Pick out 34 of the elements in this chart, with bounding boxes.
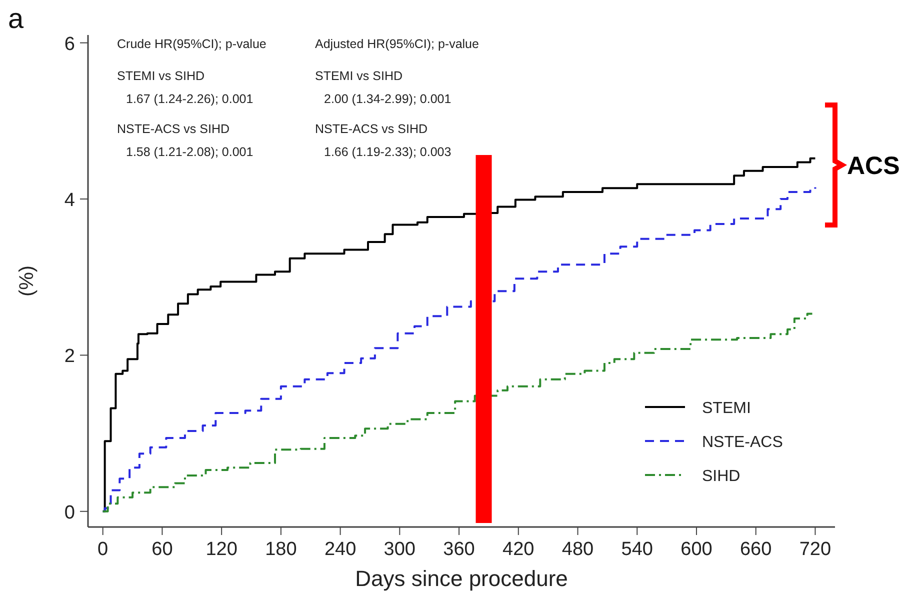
annotation: NSTE-ACS vs SIHD: [117, 122, 230, 136]
x-tick-label: 360: [443, 539, 475, 560]
text: a: [8, 3, 24, 34]
y-axis-title: (%): [16, 265, 38, 297]
y-tick-label: 2: [64, 346, 75, 368]
annotation: Crude HR(95%CI); p-value: [117, 37, 266, 51]
x-tick-label: 480: [562, 539, 594, 560]
y-tick-label: 6: [64, 34, 75, 55]
x-tick-label: 0: [98, 539, 108, 560]
text: ACS: [847, 152, 900, 180]
x-tick-label: 540: [621, 539, 653, 560]
x-tick-label: 120: [206, 539, 238, 560]
annotation: NSTE-ACS vs SIHD: [315, 122, 428, 136]
legend-label: SIHD: [702, 468, 740, 485]
annotation: 2.00 (1.34-2.99); 0.001: [324, 92, 452, 106]
annotation: STEMI vs SIHD: [315, 69, 403, 83]
x-tick-label: 240: [324, 539, 356, 560]
x-tick-label: 600: [680, 539, 712, 560]
x-tick-label: 420: [502, 539, 534, 560]
x-axis-title: Days since procedure: [355, 566, 568, 591]
x-tick-label: 660: [740, 539, 772, 560]
annotation: STEMI vs SIHD: [117, 69, 205, 83]
annotation: 1.67 (1.24-2.26); 0.001: [126, 92, 254, 106]
annotation: 1.58 (1.21-2.08); 0.001: [126, 145, 254, 159]
x-tick-label: 720: [799, 539, 832, 560]
x-tick-label: 180: [265, 539, 297, 560]
legend-label: STEMI: [702, 400, 751, 417]
annotation: Adjusted HR(95%CI); p-value: [315, 37, 480, 51]
y-tick-label: 4: [64, 190, 76, 211]
legend-label: NSTE-ACS: [702, 434, 783, 451]
x-tick-label: 60: [152, 539, 173, 560]
annotation: 1.66 (1.19-2.33); 0.003: [324, 145, 452, 159]
x-tick-label: 300: [384, 539, 416, 560]
y-tick-label: 0: [64, 502, 75, 524]
